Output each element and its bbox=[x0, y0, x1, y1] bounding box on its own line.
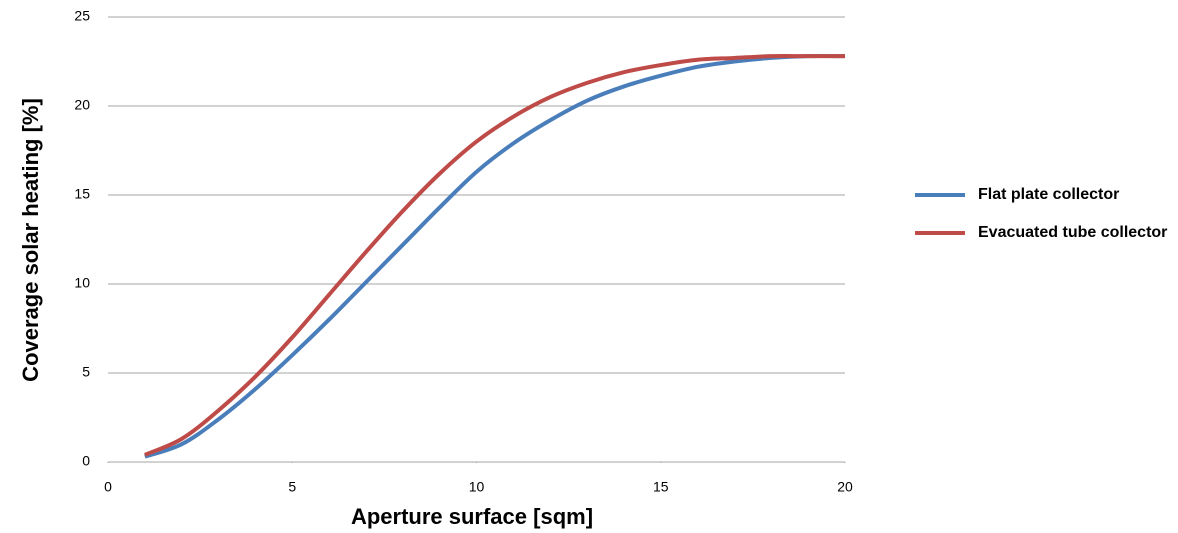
legend-label: Flat plate collector bbox=[978, 186, 1119, 203]
y-tick-label: 10 bbox=[74, 275, 90, 291]
y-tick-label: 0 bbox=[82, 453, 90, 469]
x-axis-title: Aperture surface [sqm] bbox=[351, 504, 593, 529]
x-tick-label: 5 bbox=[288, 479, 296, 495]
legend-label: Evacuated tube collector bbox=[978, 224, 1167, 241]
x-tick-label: 10 bbox=[469, 479, 485, 495]
x-tick-label: 15 bbox=[653, 479, 669, 495]
y-tick-label: 5 bbox=[82, 364, 90, 380]
x-tick-label: 20 bbox=[837, 479, 853, 495]
y-tick-label: 20 bbox=[74, 97, 90, 113]
y-tick-label: 25 bbox=[74, 8, 90, 24]
line-series bbox=[144, 54, 846, 459]
x-tick-label: 0 bbox=[104, 479, 112, 495]
y-axis-title: Coverage solar heating [%] bbox=[18, 98, 43, 382]
line-series bbox=[144, 54, 845, 457]
y-tick-label: 15 bbox=[74, 186, 90, 202]
